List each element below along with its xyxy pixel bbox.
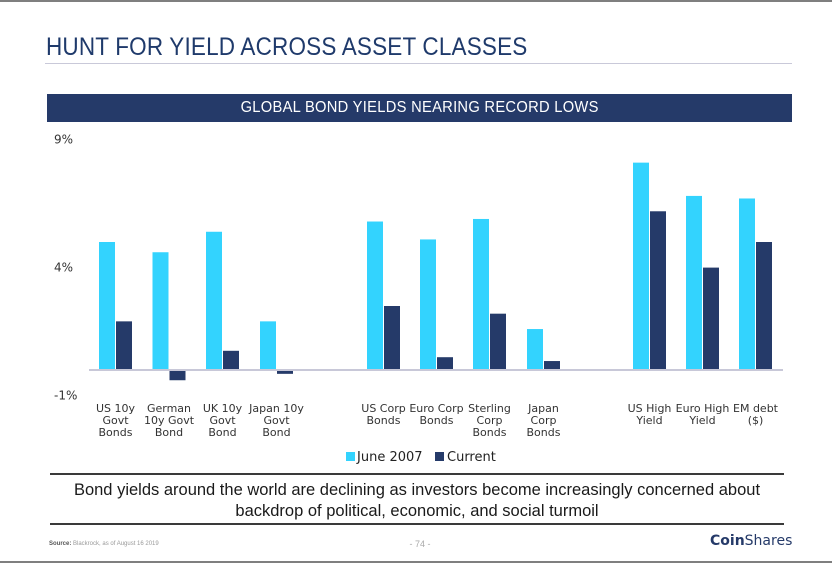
bar-current — [223, 350, 239, 370]
caption-line-1: Bond yields around the world are declini… — [73, 481, 761, 499]
x-tick-label: Euro Corp — [409, 402, 463, 415]
x-tick-label: Yield — [635, 414, 662, 427]
bar-june2007 — [686, 195, 702, 370]
bar-current — [384, 306, 400, 370]
chart-title-band: GLOBAL BOND YIELDS NEARING RECORD LOWS — [47, 94, 792, 122]
bar-june2007 — [527, 329, 543, 370]
caption-top-rule — [50, 473, 784, 475]
y-tick-label: 9% — [54, 133, 73, 147]
title-underline — [45, 63, 792, 64]
bar-current — [544, 361, 560, 370]
bar-june2007 — [99, 242, 115, 370]
x-tick-label: Sterling — [468, 402, 511, 415]
x-tick-label: US Corp — [361, 402, 405, 415]
y-axis-ticks: 9% 4% -1% — [54, 133, 77, 403]
bar-june2007 — [152, 252, 169, 370]
source-text: Blackrock, as of August 16 2019 — [71, 541, 159, 547]
caption-bottom-rule — [50, 523, 784, 525]
x-tick-label: Corp — [531, 414, 557, 427]
bar-current — [490, 313, 506, 370]
y-tick-label: -1% — [54, 389, 77, 403]
legend: June 2007 Current — [346, 450, 496, 465]
x-tick-label: Yield — [688, 414, 715, 427]
bar-june2007 — [473, 218, 489, 370]
bar-current — [169, 370, 186, 381]
coinshares-logo: CoinShares — [710, 533, 792, 549]
x-tick-label: Govt — [263, 414, 290, 427]
bar-current — [650, 211, 666, 370]
page-number: - 74 - — [409, 539, 431, 549]
x-tick-label: Bonds — [527, 426, 561, 439]
x-tick-label: US High — [628, 402, 672, 415]
x-tick-label: EM debt — [733, 402, 779, 415]
x-tick-label: Bonds — [420, 414, 454, 427]
x-tick-label: German — [147, 402, 191, 415]
bar-june2007 — [739, 198, 755, 370]
source-note: Source: Blackrock, as of August 16 2019 — [49, 541, 159, 547]
legend-label-current: Current — [447, 450, 496, 465]
x-tick-label: Govt — [102, 414, 129, 427]
x-tick-label: UK 10y — [203, 402, 243, 415]
x-tick-label: Bond — [155, 426, 183, 439]
bar-june2007 — [260, 321, 276, 370]
x-tick-label: Euro High — [676, 402, 730, 415]
bars — [99, 162, 772, 381]
bar-current — [116, 321, 132, 370]
logo-coin: Coin — [710, 533, 745, 549]
x-tick-label: Govt — [209, 414, 236, 427]
top-border — [0, 0, 832, 2]
bar-current — [756, 242, 772, 370]
x-tick-label: Bonds — [473, 426, 507, 439]
page-title: HUNT FOR YIELD ACROSS ASSET CLASSES — [46, 33, 528, 61]
source-label: Source: — [49, 541, 72, 547]
bottom-border — [0, 561, 832, 563]
legend-swatch-current — [435, 452, 444, 461]
bar-june2007 — [633, 162, 649, 370]
chart-title: GLOBAL BOND YIELDS NEARING RECORD LOWS — [240, 99, 599, 116]
bar-june2007 — [367, 221, 383, 370]
logo-shares: Shares — [744, 533, 793, 549]
x-tick-label: Bonds — [99, 426, 133, 439]
x-tick-label: Bond — [262, 426, 290, 439]
caption: Bond yields around the world are declini… — [50, 480, 784, 522]
y-tick-label: 4% — [54, 261, 73, 275]
x-tick-label: Japan 10y — [248, 402, 304, 415]
x-tick-label: ($) — [748, 414, 764, 427]
legend-swatch-june2007 — [346, 452, 355, 461]
x-tick-label: Japan — [527, 402, 559, 415]
x-tick-label: Corp — [477, 414, 503, 427]
bar-june2007 — [420, 239, 436, 370]
bar-current — [437, 357, 453, 370]
legend-label-june2007: June 2007 — [356, 450, 423, 465]
x-tick-label: Bonds — [367, 414, 401, 427]
x-tick-label: Bond — [208, 426, 236, 439]
caption-line-2: backdrop of political, economic, and soc… — [235, 502, 599, 520]
bar-current — [277, 370, 293, 374]
bar-current — [703, 267, 719, 370]
x-tick-label: 10y Govt — [144, 414, 195, 427]
bar-june2007 — [206, 231, 222, 370]
x-tick-label: US 10y — [96, 402, 136, 415]
